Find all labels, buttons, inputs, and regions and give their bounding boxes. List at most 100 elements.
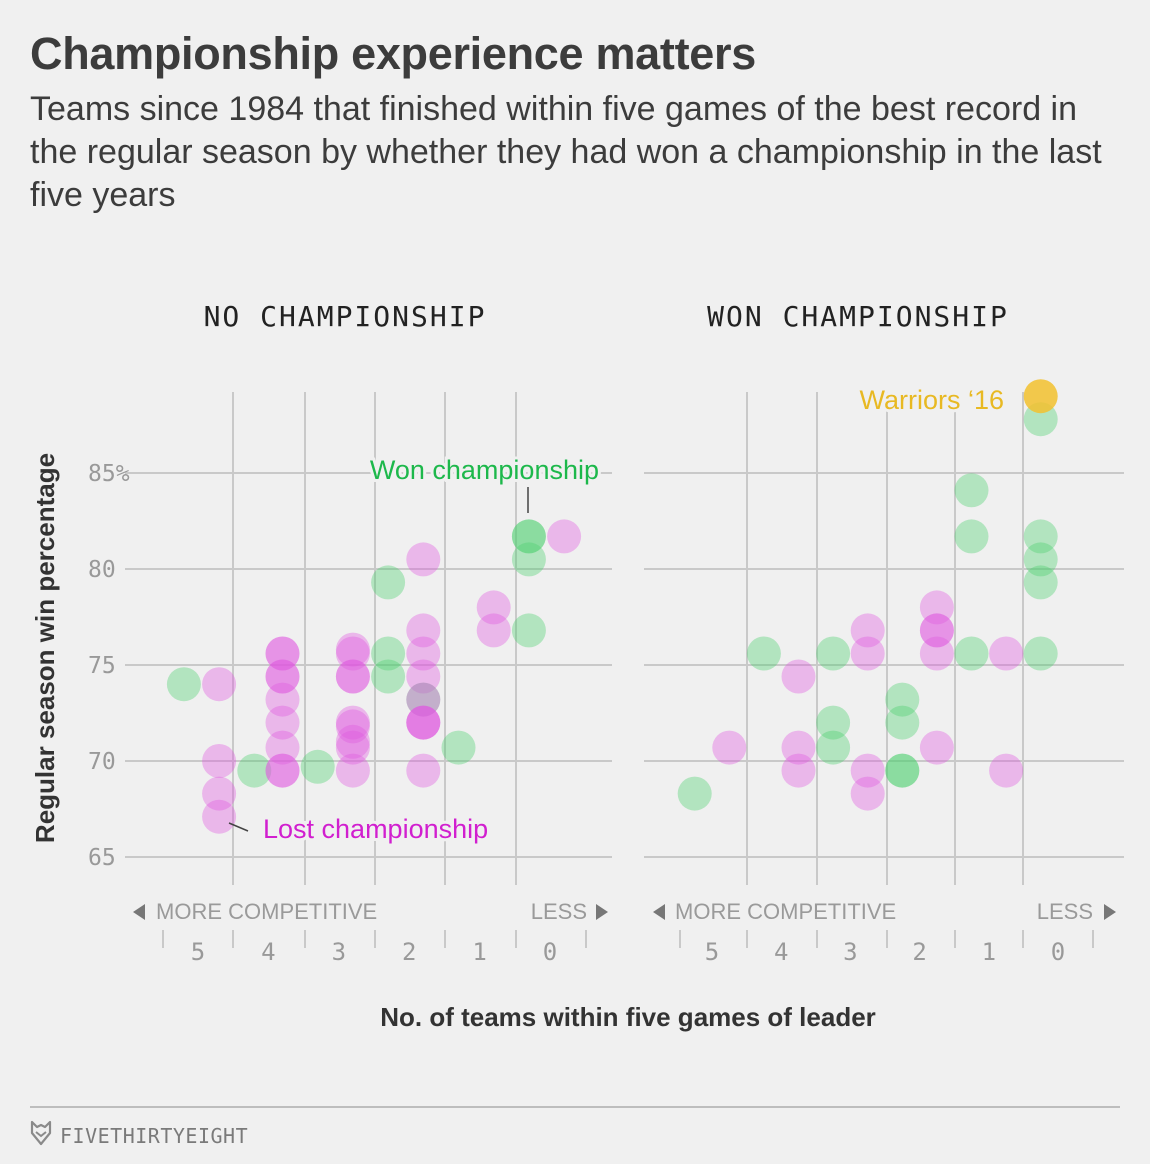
- data-point-lost: [406, 613, 441, 648]
- panel-title-no-championship: NO CHAMPIONSHIP: [204, 300, 487, 333]
- data-point-lost: [476, 590, 511, 625]
- data-point-lost: [265, 730, 300, 765]
- data-point-lost: [781, 659, 816, 694]
- data-point-lost: [406, 705, 441, 740]
- y-tick-label: 70: [88, 749, 116, 775]
- data-point-won: [300, 749, 335, 784]
- data-point-lost: [406, 659, 441, 694]
- data-point-won: [511, 613, 546, 648]
- more-competitive-label: MORE COMPETITIVE: [156, 899, 377, 924]
- data-point-lost: [781, 753, 816, 788]
- x-tick-label: 2: [912, 938, 926, 966]
- data-point-won: [166, 667, 201, 702]
- data-point-won: [511, 519, 546, 554]
- data-point-won: [746, 636, 781, 671]
- data-point-lost: [202, 799, 237, 834]
- data-point-lost: [202, 776, 237, 811]
- fivethirtyeight-fox-icon: [30, 1120, 52, 1146]
- lost-leader-line: [228, 822, 249, 832]
- y-tick-label: 65: [88, 845, 116, 871]
- data-point-lost: [989, 636, 1024, 671]
- chart-title: Championship experience matters: [30, 28, 756, 79]
- data-point-lost: [547, 519, 582, 554]
- data-point-won: [1023, 636, 1058, 671]
- data-point-lost: [335, 709, 370, 744]
- data-point-lost: [265, 705, 300, 740]
- lost-championship-label: Lost championship: [263, 814, 488, 844]
- data-point-lost: [989, 753, 1024, 788]
- data-point-lost: [406, 636, 441, 671]
- data-point-lost: [850, 753, 885, 788]
- more-competitive-label: MORE COMPETITIVE: [675, 899, 896, 924]
- data-point-lost: [850, 613, 885, 648]
- data-point-lost: [335, 705, 370, 740]
- data-point-lost: [335, 636, 370, 671]
- data-point-lost: [406, 705, 441, 740]
- panel-title-won-championship: WON CHAMPIONSHIP: [707, 300, 1009, 333]
- x-tick-label: 0: [1051, 938, 1065, 966]
- data-point-lost: [265, 659, 300, 694]
- data-point-lost: [335, 659, 370, 694]
- data-point-won: [237, 753, 272, 788]
- y-tick-labels: 85% 80 75 70 65: [88, 461, 130, 871]
- x-tick-label: 4: [261, 938, 275, 966]
- data-point-won: [885, 753, 920, 788]
- data-point-won: [816, 636, 851, 671]
- panel-grid: MORE COMPETITIVE LESS: [125, 392, 612, 948]
- data-point-lost: [850, 776, 885, 811]
- data-point-lost: [202, 744, 237, 778]
- x-tick-label: 3: [843, 938, 857, 966]
- data-point-lost: [919, 636, 954, 671]
- less-competitive-label: LESS: [531, 899, 587, 924]
- footer-divider: [30, 1106, 1120, 1108]
- x-tick-label: 0: [543, 938, 557, 966]
- data-point-lost: [919, 730, 954, 765]
- data-point-lost: [335, 659, 370, 694]
- x-tick-label: 4: [774, 938, 788, 966]
- x-tick-label: 5: [191, 938, 205, 966]
- y-axis-label: Regular season win percentage: [30, 453, 60, 843]
- data-point-won: [885, 705, 920, 740]
- data-points: [677, 379, 1058, 811]
- data-point-lost: [850, 636, 885, 671]
- data-point-lost: [476, 613, 511, 648]
- data-point-won: [371, 636, 406, 671]
- data-point-won: [954, 519, 989, 554]
- data-point-lost: [781, 730, 816, 765]
- data-point-lost: [919, 613, 954, 648]
- data-point-won: [885, 753, 920, 788]
- data-point-won: [371, 565, 406, 600]
- data-point-won: [1023, 519, 1058, 554]
- y-tick-label: 75: [88, 653, 116, 679]
- data-point-won: [511, 519, 546, 554]
- data-point-lost: [919, 590, 954, 625]
- left-arrow-icon: [133, 904, 145, 920]
- data-point-won: [885, 682, 920, 717]
- data-point-won: [677, 776, 712, 811]
- data-point-lost: [406, 682, 441, 717]
- data-point-won: [954, 473, 989, 508]
- data-points: [166, 519, 582, 834]
- x-tick-label: 3: [332, 938, 346, 966]
- data-point-won: [371, 659, 406, 694]
- brand-wordmark: FIVETHIRTYEIGHT: [60, 1124, 249, 1148]
- right-arrow-icon: [596, 904, 608, 920]
- less-competitive-label: LESS: [1037, 899, 1093, 924]
- y-tick-label: 80: [88, 557, 116, 583]
- x-tick-label: 1: [472, 938, 486, 966]
- data-point-lost: [335, 632, 370, 667]
- warriors-16-label: Warriors ‘16: [859, 385, 1004, 415]
- x-tick-labels: 5 4 3 2 1 0: [705, 938, 1065, 966]
- data-point-won: [954, 636, 989, 671]
- data-point-lost: [712, 730, 747, 765]
- data-point-lost: [265, 753, 300, 788]
- data-point-lost: [335, 753, 370, 788]
- x-tick-label: 2: [402, 938, 416, 966]
- data-point-lost: [919, 613, 954, 648]
- left-arrow-icon: [653, 904, 665, 920]
- data-point-lost: [202, 667, 237, 702]
- data-point-won: [511, 542, 546, 577]
- panel-grid: MORE COMPETITIVE LESS: [644, 392, 1124, 948]
- won-championship-label: Won championship: [370, 455, 599, 485]
- data-point-won: [1023, 542, 1058, 577]
